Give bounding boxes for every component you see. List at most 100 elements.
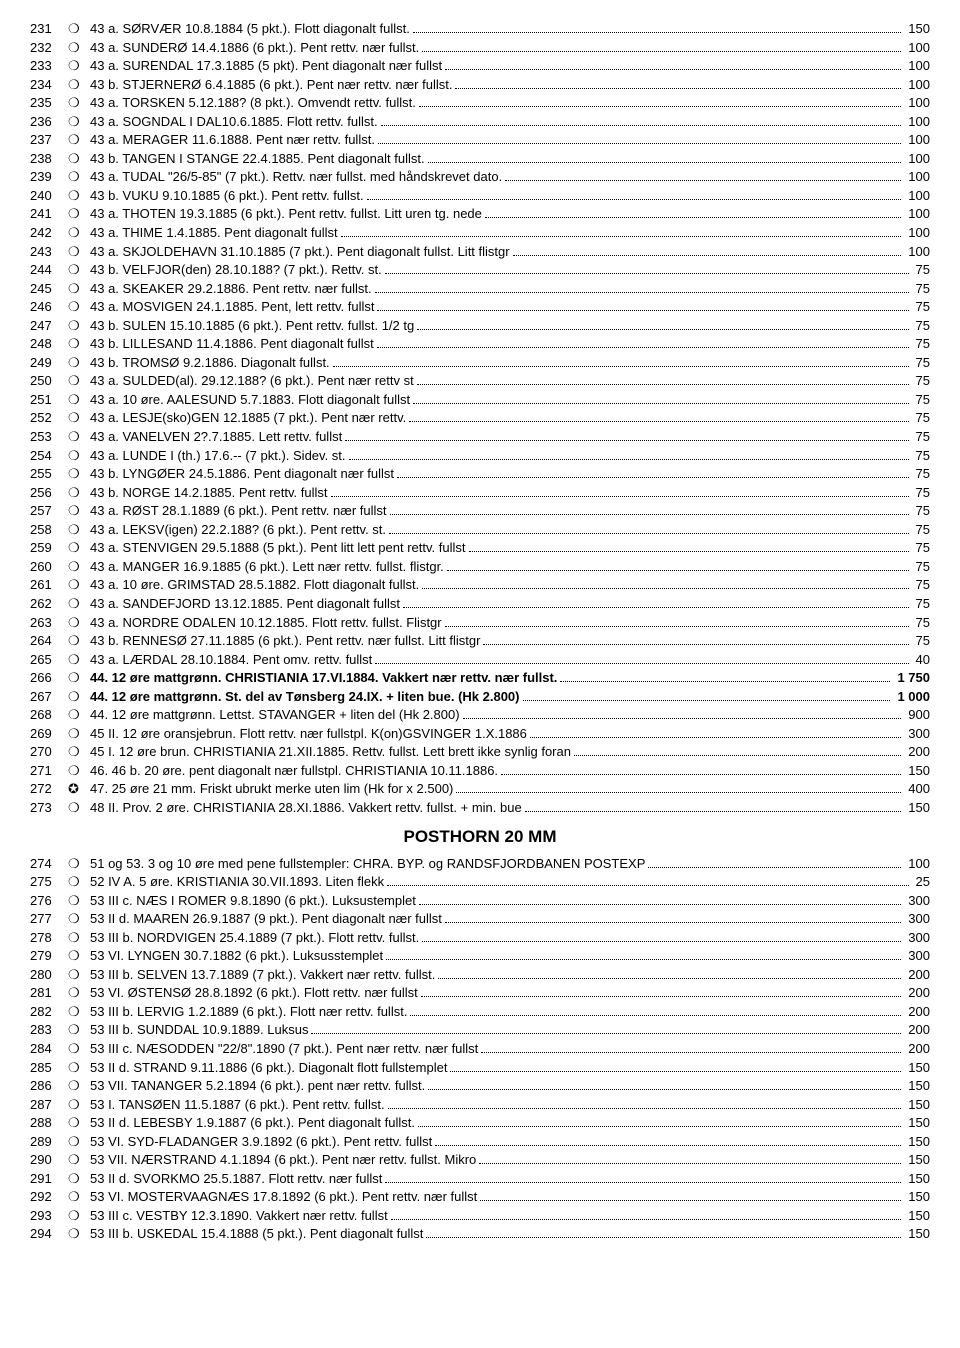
lot-price: 75	[912, 484, 930, 502]
lot-price: 400	[904, 780, 930, 798]
lot-number: 256	[30, 484, 68, 502]
leader-dots	[377, 310, 908, 311]
lot-price: 150	[904, 1133, 930, 1151]
lot-marker: ❍	[68, 280, 90, 298]
lot-description: 47. 25 øre 21 mm. Friskt ubrukt merke ut…	[90, 780, 453, 798]
lot-number: 238	[30, 150, 68, 168]
lot-row: 236❍43 a. SOGNDAL I DAL10.6.1885. Flott …	[30, 113, 930, 131]
lot-description: 53 III b. NORDVIGEN 25.4.1889 (7 pkt.). …	[90, 929, 419, 947]
leader-dots	[435, 1145, 901, 1146]
leader-dots	[389, 533, 909, 534]
lot-price: 25	[912, 873, 930, 891]
lot-price: 300	[904, 725, 930, 743]
leader-dots	[426, 1237, 901, 1238]
lot-price: 100	[904, 57, 930, 75]
leader-dots	[387, 885, 908, 886]
leader-dots	[375, 663, 908, 664]
lot-row: 245❍43 a. SKEAKER 29.2.1886. Pent rettv.…	[30, 280, 930, 298]
lot-price: 200	[904, 984, 930, 1002]
lot-marker: ❍	[68, 873, 90, 891]
lot-number: 259	[30, 539, 68, 557]
lot-number: 249	[30, 354, 68, 372]
lot-marker: ❍	[68, 1003, 90, 1021]
leader-dots	[445, 69, 901, 70]
lot-number: 274	[30, 855, 68, 873]
lot-price: 75	[912, 539, 930, 557]
lot-description: 43 a. MOSVIGEN 24.1.1885. Pent, lett ret…	[90, 298, 374, 316]
lot-description: 43 b. VUKU 9.10.1885 (6 pkt.). Pent rett…	[90, 187, 364, 205]
leader-dots	[386, 959, 901, 960]
lot-marker: ❍	[68, 688, 90, 706]
lot-description: 43 a. SKEAKER 29.2.1886. Pent rettv. nær…	[90, 280, 372, 298]
lot-marker: ❍	[68, 947, 90, 965]
leader-dots	[345, 440, 908, 441]
lot-number: 246	[30, 298, 68, 316]
lot-row: 263❍43 a. NORDRE ODALEN 10.12.1885. Flot…	[30, 614, 930, 632]
leader-dots	[513, 255, 902, 256]
lot-row: 276❍53 III c. NÆS I ROMER 9.8.1890 (6 pk…	[30, 892, 930, 910]
lot-price: 1 000	[893, 688, 930, 706]
lot-price: 75	[912, 335, 930, 353]
lot-number: 243	[30, 243, 68, 261]
lot-number: 268	[30, 706, 68, 724]
lot-description: 43 b. VELFJOR(den) 28.10.188? (7 pkt.). …	[90, 261, 382, 279]
lot-row: 272✪47. 25 øre 21 mm. Friskt ubrukt merk…	[30, 780, 930, 798]
lot-marker: ❍	[68, 354, 90, 372]
lot-description: 53 VI. ØSTENSØ 28.8.1892 (6 pkt.). Flott…	[90, 984, 418, 1002]
lot-row: 284❍53 III c. NÆSODDEN "22/8".1890 (7 pk…	[30, 1040, 930, 1058]
lot-price: 40	[912, 651, 930, 669]
leader-dots	[378, 143, 901, 144]
lot-marker: ❍	[68, 1096, 90, 1114]
lot-number: 240	[30, 187, 68, 205]
lot-description: 44. 12 øre mattgrønn. St. del av Tønsber…	[90, 688, 520, 706]
lot-marker: ❍	[68, 1207, 90, 1225]
lot-price: 75	[912, 595, 930, 613]
leader-dots	[388, 1108, 902, 1109]
lot-marker: ❍	[68, 94, 90, 112]
leader-dots	[445, 626, 909, 627]
lot-price: 150	[904, 799, 930, 817]
lot-marker: ❍	[68, 372, 90, 390]
lot-row: 258❍43 a. LEKSV(igen) 22.2.188? (6 pkt.)…	[30, 521, 930, 539]
lot-marker: ❍	[68, 799, 90, 817]
leader-dots	[530, 737, 901, 738]
lot-description: 43 a. SANDEFJORD 13.12.1885. Pent diagon…	[90, 595, 400, 613]
lot-marker: ❍	[68, 929, 90, 947]
lot-row: 286❍53 VII. TANANGER 5.2.1894 (6 pkt.). …	[30, 1077, 930, 1095]
lot-marker: ❍	[68, 150, 90, 168]
leader-dots	[381, 125, 902, 126]
lot-marker: ❍	[68, 855, 90, 873]
lot-price: 75	[912, 372, 930, 390]
lot-price: 75	[912, 317, 930, 335]
lot-marker: ❍	[68, 317, 90, 335]
lot-description: 43 a. SOGNDAL I DAL10.6.1885. Flott rett…	[90, 113, 378, 131]
leader-dots	[455, 88, 901, 89]
lot-row: 257❍43 a. RØST 28.1.1889 (6 pkt.). Pent …	[30, 502, 930, 520]
lot-description: 53 II d. STRAND 9.11.1886 (6 pkt.). Diag…	[90, 1059, 447, 1077]
lot-row: 281❍53 VI. ØSTENSØ 28.8.1892 (6 pkt.). F…	[30, 984, 930, 1002]
lot-marker: ❍	[68, 261, 90, 279]
lot-marker: ❍	[68, 168, 90, 186]
lot-number: 277	[30, 910, 68, 928]
lot-row: 279❍53 VI. LYNGEN 30.7.1882 (6 pkt.). Lu…	[30, 947, 930, 965]
leader-dots	[450, 1071, 901, 1072]
lot-marker: ❍	[68, 725, 90, 743]
lot-description: 43 a. SUNDERØ 14.4.1886 (6 pkt.). Pent r…	[90, 39, 419, 57]
lot-marker: ❍	[68, 910, 90, 928]
lot-marker: ❍	[68, 743, 90, 761]
lot-description: 44. 12 øre mattgrønn. CHRISTIANIA 17.VI.…	[90, 669, 557, 687]
lot-number: 266	[30, 669, 68, 687]
lot-number: 260	[30, 558, 68, 576]
leader-dots	[445, 922, 901, 923]
lot-number: 292	[30, 1188, 68, 1206]
lot-description: 43 b. TROMSØ 9.2.1886. Diagonalt fullst.	[90, 354, 330, 372]
lot-number: 241	[30, 205, 68, 223]
leader-dots	[648, 867, 901, 868]
leader-dots	[456, 792, 901, 793]
lot-marker: ❍	[68, 1170, 90, 1188]
lot-price: 100	[904, 187, 930, 205]
lot-number: 270	[30, 743, 68, 761]
lot-description: 43 a. LÆRDAL 28.10.1884. Pent omv. rettv…	[90, 651, 372, 669]
lot-description: 51 og 53. 3 og 10 øre med pene fullstemp…	[90, 855, 645, 873]
lot-description: 43 a. SULDED(al). 29.12.188? (6 pkt.). P…	[90, 372, 414, 390]
